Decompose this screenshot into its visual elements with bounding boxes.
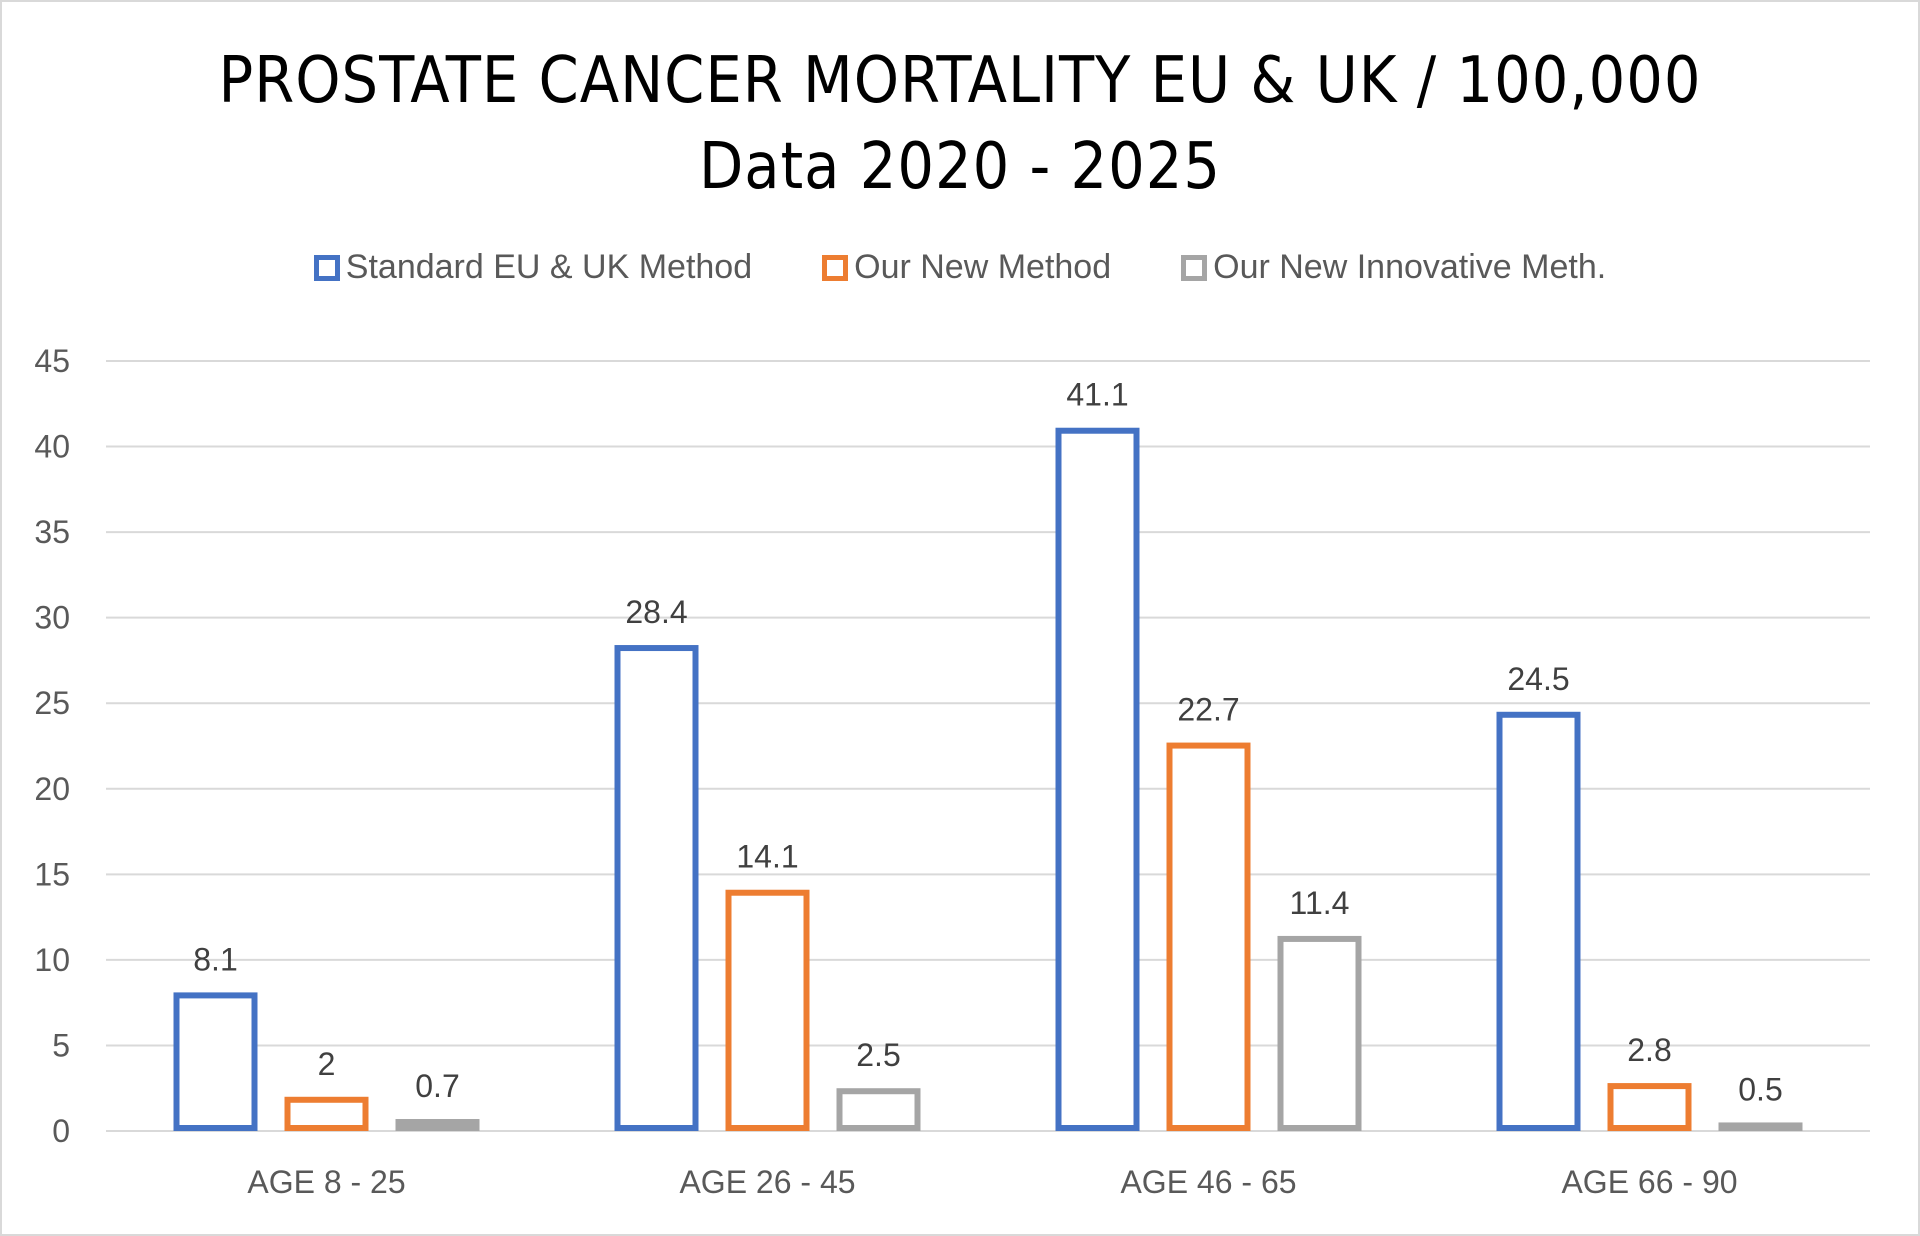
x-category-label: AGE 66 - 90: [1561, 1164, 1737, 1200]
data-label: 41.1: [1066, 377, 1128, 413]
data-label: 0.5: [1738, 1071, 1782, 1107]
data-label: 0.7: [415, 1068, 459, 1104]
bar: [1496, 711, 1581, 1131]
x-category-label: AGE 46 - 65: [1120, 1164, 1296, 1200]
bar: [1277, 935, 1362, 1132]
bar: [614, 645, 699, 1131]
bar: [1055, 427, 1140, 1131]
bar: [1166, 742, 1251, 1131]
bar: [836, 1088, 921, 1131]
bar: [1718, 1122, 1803, 1132]
legend-swatch-standard: [313, 254, 340, 281]
bar: [395, 1119, 480, 1131]
legend-label-innovative: Our New Innovative Meth.: [1213, 248, 1607, 286]
data-label: 2.8: [1627, 1032, 1671, 1068]
x-category-label: AGE 26 - 45: [679, 1164, 855, 1200]
y-tick-label: 30: [34, 600, 70, 636]
legend-label-standard: Standard EU & UK Method: [345, 248, 753, 286]
y-tick-label: 40: [34, 429, 70, 465]
bar: [173, 992, 258, 1132]
data-label: 8.1: [193, 941, 237, 977]
chart-subtitle: Data 2020 - 2025: [698, 130, 1222, 204]
x-category-label: AGE 8 - 25: [247, 1164, 405, 1200]
data-label: 11.4: [1290, 885, 1350, 921]
y-tick-label: 0: [52, 1113, 70, 1149]
legend-item-innovative: Our New Innovative Meth.: [1181, 248, 1606, 287]
legend-swatch-new: [822, 254, 849, 281]
bar: [1607, 1083, 1692, 1131]
chart-title: PROSTATE CANCER MORTALITY EU & UK / 100,…: [218, 44, 1702, 118]
y-tick-label: 45: [34, 343, 70, 379]
chart-title-block: PROSTATE CANCER MORTALITY EU & UK / 100,…: [0, 38, 1920, 210]
y-tick-label: 20: [34, 771, 70, 807]
data-label: 2: [318, 1046, 336, 1082]
bar: [284, 1096, 369, 1132]
data-label: 22.7: [1177, 692, 1239, 728]
y-tick-label: 35: [34, 514, 70, 550]
chart-legend: Standard EU & UK Method Our New Method O…: [0, 248, 1920, 287]
y-tick-label: 10: [34, 942, 70, 978]
legend-item-standard: Standard EU & UK Method: [313, 248, 753, 287]
legend-swatch-innovative: [1181, 254, 1208, 281]
y-tick-label: 15: [34, 856, 70, 892]
bar: [725, 889, 810, 1131]
y-tick-label: 5: [52, 1027, 70, 1063]
data-label: 28.4: [625, 594, 687, 630]
data-label: 24.5: [1507, 661, 1569, 697]
data-label: 2.5: [856, 1037, 900, 1073]
legend-item-new: Our New Method: [822, 248, 1111, 287]
y-tick-label: 25: [34, 685, 70, 721]
data-label: 14.1: [736, 839, 798, 875]
legend-label-new: Our New Method: [854, 248, 1112, 286]
